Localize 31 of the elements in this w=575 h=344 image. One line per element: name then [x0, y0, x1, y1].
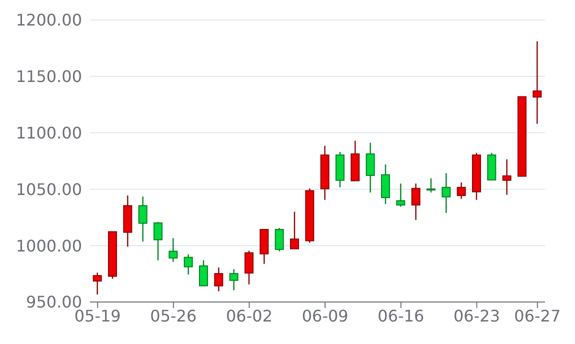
candlestick — [214, 266, 224, 292]
x-tick-label: 06-09 — [302, 306, 348, 326]
candlestick — [184, 254, 193, 276]
candlestick — [411, 182, 420, 220]
candlestick — [154, 221, 163, 261]
candlestick — [366, 142, 375, 194]
candlestick — [274, 227, 284, 252]
x-tick-label: 06-23 — [454, 306, 500, 326]
candlestick — [244, 250, 254, 286]
candlestick — [168, 238, 178, 262]
y-tick-label: 1200.00 — [16, 10, 82, 30]
x-tick-label: 05-26 — [150, 306, 197, 326]
y-tick-label: 1050.00 — [16, 180, 82, 199]
candlestick — [456, 182, 466, 200]
candlestick — [502, 158, 512, 196]
x-tick-label: 06-27 — [514, 306, 561, 326]
candlestick — [532, 40, 542, 124]
candlestick — [290, 211, 300, 250]
candlestick — [199, 260, 208, 287]
candlestick — [138, 196, 148, 242]
candlestick — [229, 268, 238, 291]
y-tick-label: 1150.00 — [16, 67, 82, 86]
candlestick — [442, 172, 451, 214]
y-tick-label: 1100.00 — [16, 123, 82, 142]
x-tick-label: 06-02 — [226, 306, 272, 326]
candlestick — [381, 164, 390, 205]
x-tick-label: 06-16 — [378, 306, 424, 326]
candlestick — [396, 182, 406, 208]
candlestick — [92, 272, 102, 296]
candlestick — [426, 178, 436, 194]
y-tick-label: 1000.00 — [16, 236, 82, 256]
